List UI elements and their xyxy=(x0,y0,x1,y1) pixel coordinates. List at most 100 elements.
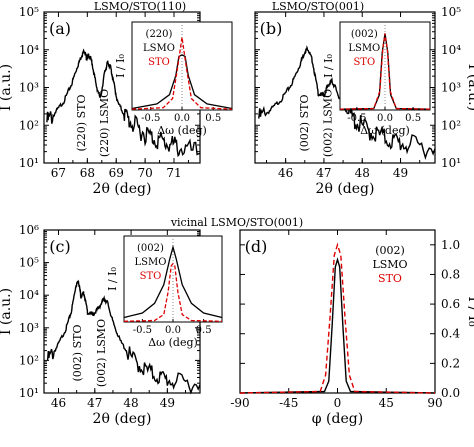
inset-x-tick-label: 0.0 xyxy=(174,113,190,124)
y-tick-label: 10¹ xyxy=(441,156,461,170)
y-axis-label: I / I₀ xyxy=(465,296,474,327)
x-axis-label: φ (deg) xyxy=(312,411,363,427)
x-tick-label: 90 xyxy=(427,396,442,410)
inset-x-tick-label: 0.5 xyxy=(196,325,212,336)
plot-frame xyxy=(239,229,436,394)
inset-x-tick-label: 0.5 xyxy=(405,113,421,124)
y-tick-label: 10² xyxy=(19,353,39,367)
y-tick-label: 10² xyxy=(441,118,461,132)
peak-annotation: (220) LSMO xyxy=(98,89,111,157)
y-tick-label: 10⁴ xyxy=(441,43,461,57)
panel-letter: (d) xyxy=(245,237,268,256)
inset-x-tick-label: -0.5 xyxy=(133,325,152,336)
inset-series-sto xyxy=(131,37,233,110)
y-tick-label: 1.0 xyxy=(441,238,460,252)
peak-annotation: (002) LSMO xyxy=(95,319,108,387)
series-line-xrd xyxy=(258,45,436,160)
panel-1: 46 47 48 49 10¹ 10² 10³ 10⁴ 10⁵ 2θ (deg) I (a.u.) (… xyxy=(254,0,474,197)
inset-x-label: Δω (deg) xyxy=(360,124,410,137)
x-tick-label: 70 xyxy=(137,166,152,180)
inset-series-lsmo xyxy=(131,54,233,110)
y-tick-label: 10¹ xyxy=(19,386,39,400)
annotation-reflection: (002) xyxy=(375,244,405,257)
x-axis-label: 2θ (deg) xyxy=(93,411,152,427)
peak-annotation: (002) STO xyxy=(71,325,84,382)
panel-letter: (b) xyxy=(260,19,283,38)
x-axis-label: 2θ (deg) xyxy=(316,181,375,197)
inset-annotation-reflection: (002) xyxy=(137,243,164,254)
annotation-lsmo: LSMO xyxy=(372,258,407,271)
inset-y-label: I / I₀ xyxy=(114,54,127,78)
y-axis-label: I (a.u.) xyxy=(0,64,14,111)
panel-letter: (a) xyxy=(49,19,71,38)
inset-y-label: I / I₀ xyxy=(322,54,335,78)
series-line-sto xyxy=(239,242,436,394)
y-tick-label: 10² xyxy=(19,118,39,132)
inset-annotation-sto: STO xyxy=(353,57,375,68)
inset-x-tick-label: 0.0 xyxy=(377,113,393,124)
y-tick-label: 10¹ xyxy=(19,156,39,170)
panel-0: 67 68 69 70 71 10¹ 10² 10³ 10⁴ 10⁵ 2θ (deg) I (a.u.… xyxy=(0,0,233,197)
x-tick-label: 71 xyxy=(166,166,181,180)
inset-annotation-reflection: (002) xyxy=(351,29,378,40)
y-tick-label: 10³ xyxy=(19,81,39,95)
panel-2: 46 47 48 49 10¹ 10² 10³ 10⁴ 10⁵ 10⁶ 2θ (deg) I (a.u… xyxy=(0,216,303,427)
y-tick-label: 10⁴ xyxy=(19,288,39,302)
inset-y-label: I / I₀ xyxy=(106,267,119,291)
inset-x-tick-label: 0.5 xyxy=(205,113,221,124)
panel-letter: (c) xyxy=(49,237,70,256)
y-tick-label: 10⁵ xyxy=(19,256,39,270)
inset-x-tick-label: -0.5 xyxy=(141,113,160,124)
inset-series-sto xyxy=(123,262,223,322)
x-tick-label: 69 xyxy=(109,166,124,180)
y-tick-label: 10⁶ xyxy=(19,223,39,237)
y-tick-label: 10⁵ xyxy=(441,5,461,19)
panel-title: vicinal LSMO/STO(001) xyxy=(170,216,303,229)
panel-title: LSMO/STO(110) xyxy=(94,0,186,13)
inset: -0.5 0.0 0.5Δω (deg) I / I₀ (002) LSMO STO xyxy=(106,235,223,349)
inset: -0.5 0.0 0.5Δω (deg) I / I₀ (220) LSMO STO xyxy=(114,21,233,137)
series-line-xrd xyxy=(46,279,201,395)
x-tick-label: 68 xyxy=(80,166,95,180)
panel-title: LSMO/STO(001) xyxy=(272,0,364,13)
inset-annotation-sto: STO xyxy=(140,271,162,282)
x-tick-label: 48 xyxy=(123,396,138,410)
x-tick-label: 46 xyxy=(51,396,66,410)
x-tick-label: 0 xyxy=(334,396,342,410)
y-tick-label: 10³ xyxy=(19,321,39,335)
inset-series-sto xyxy=(339,33,431,110)
x-tick-label: 47 xyxy=(87,396,102,410)
y-tick-label: 0.8 xyxy=(441,267,460,281)
x-tick-label: 45 xyxy=(379,396,394,410)
inset-x-label: Δω (deg) xyxy=(157,124,207,137)
peak-annotation: (002) STO xyxy=(298,95,311,152)
series-line-xrd xyxy=(46,48,201,158)
inset-annotation-lsmo: LSMO xyxy=(143,43,175,54)
x-tick-label: 49 xyxy=(393,166,408,180)
y-tick-label: 10⁴ xyxy=(19,43,39,57)
inset-series-lsmo xyxy=(123,244,223,319)
y-tick-label: 10⁵ xyxy=(19,5,39,19)
inset-frame xyxy=(131,21,233,111)
annotation-sto: STO xyxy=(378,272,402,285)
inset-annotation-lsmo: LSMO xyxy=(134,257,166,268)
inset-annotation-sto: STO xyxy=(148,57,170,68)
inset-annotation-lsmo: LSMO xyxy=(348,43,380,54)
y-tick-label: 0.2 xyxy=(441,356,460,370)
x-tick-label: -45 xyxy=(279,396,298,410)
x-tick-label: 48 xyxy=(355,166,370,180)
y-tick-label: 0.6 xyxy=(441,297,460,311)
x-axis-label: 2θ (deg) xyxy=(93,181,152,197)
x-tick-label: 47 xyxy=(316,166,331,180)
y-axis-label: I (a.u.) xyxy=(465,64,474,111)
inset: -0.5 0.0 0.5Δω (deg) I / I₀ (002) LSMO STO xyxy=(322,21,431,137)
series-line-lsmo xyxy=(239,257,436,394)
peak-annotation: (002) LSMO xyxy=(322,89,335,157)
y-axis-label: I (a.u.) xyxy=(0,288,14,335)
inset-x-label: Δω (deg) xyxy=(148,336,198,349)
peak-annotation: (220) STO xyxy=(75,95,88,152)
inset-x-tick-label: 0.0 xyxy=(165,325,181,336)
x-tick-label: 46 xyxy=(278,166,293,180)
y-tick-label: 10³ xyxy=(441,81,461,95)
